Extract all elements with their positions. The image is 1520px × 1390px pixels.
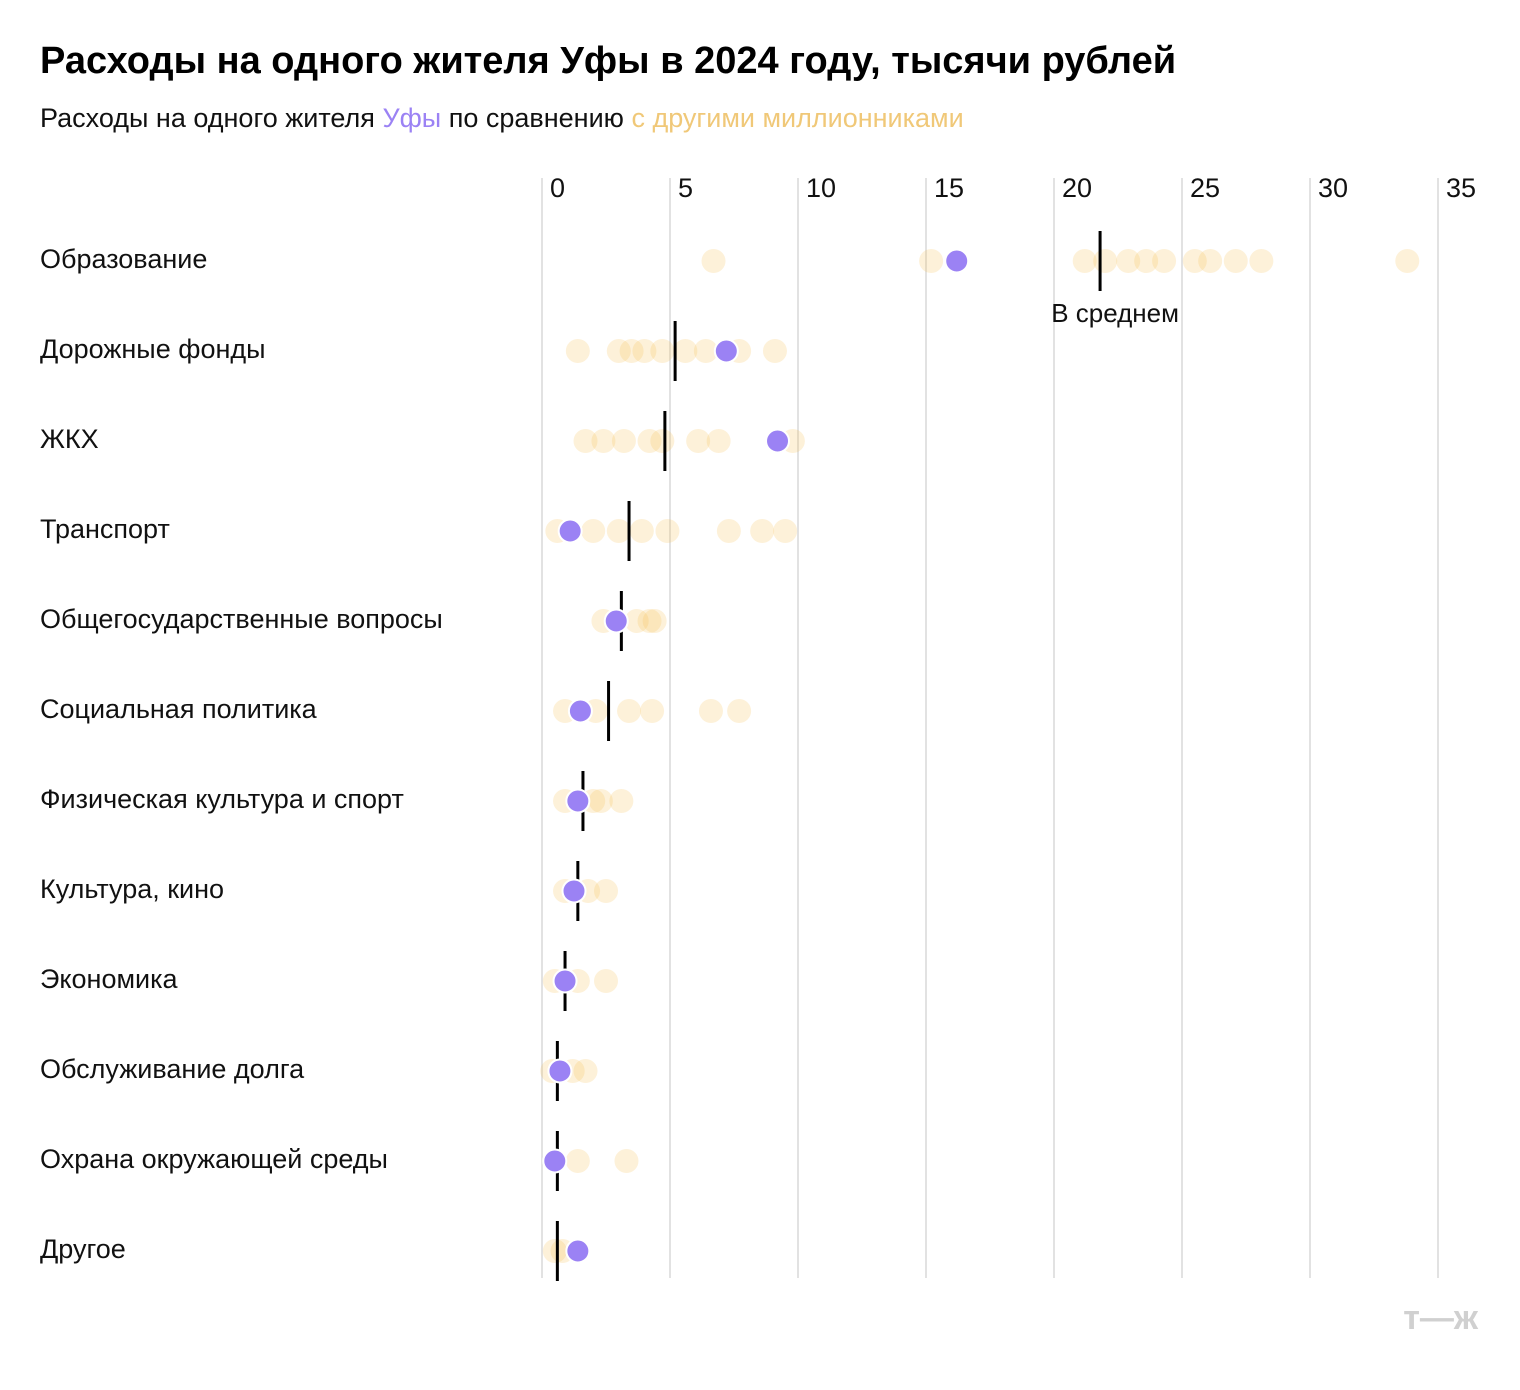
annotation: В среднем <box>1051 298 1179 328</box>
city-dot <box>673 339 698 363</box>
city-dot <box>1152 249 1177 273</box>
legend-entry: с другими миллионниками <box>631 103 964 133</box>
x-tick-label: 15 <box>934 173 964 203</box>
city-dot <box>650 339 675 363</box>
x-tick-label: 25 <box>1190 173 1220 203</box>
city-dot <box>617 699 642 723</box>
ufa-dot <box>944 248 970 274</box>
city-dot <box>650 429 675 453</box>
city-dot <box>624 609 649 633</box>
city-dot <box>609 789 634 813</box>
ufa-dot <box>765 428 791 454</box>
ufa-dot <box>552 968 578 994</box>
city-dot <box>614 1149 639 1173</box>
ufa-dot <box>603 608 629 634</box>
ufa-dot <box>565 1238 591 1264</box>
city-dot <box>632 339 657 363</box>
city-dot <box>637 609 662 633</box>
x-tick-label: 10 <box>806 173 836 203</box>
y-tick-label: Транспорт <box>40 514 170 544</box>
city-dot <box>701 249 726 273</box>
city-dot <box>594 879 618 903</box>
y-tick-label: Социальная политика <box>40 694 318 724</box>
logo: т—ж <box>1403 1299 1479 1337</box>
city-dot <box>716 519 741 543</box>
city-dot <box>642 609 667 633</box>
x-tick-label: 0 <box>550 173 565 203</box>
city-dot <box>706 429 731 453</box>
city-dot <box>686 429 711 453</box>
city-dot <box>606 339 631 363</box>
city-dot <box>573 429 598 453</box>
y-tick-label: Физическая культура и спорт <box>40 784 404 814</box>
ufa-dot <box>557 518 583 544</box>
city-dot <box>655 519 680 543</box>
x-tick-label: 20 <box>1062 173 1092 203</box>
city-dot <box>588 789 613 813</box>
y-tick-label: Образование <box>40 244 207 274</box>
ufa-dot <box>713 338 739 364</box>
subtitle-text: по сравнению <box>448 103 624 133</box>
city-dot <box>594 969 618 993</box>
y-tick-label: Обслуживание долга <box>40 1054 305 1084</box>
y-tick-label: Дорожные фонды <box>40 334 266 364</box>
ufa-dot <box>567 698 593 724</box>
x-tick-label: 30 <box>1318 173 1348 203</box>
city-dot <box>591 429 616 453</box>
city-dot <box>1223 249 1248 273</box>
y-tick-label: Охрана окружающей среды <box>40 1144 388 1174</box>
city-dot <box>606 519 631 543</box>
city-dot <box>1134 249 1159 273</box>
city-dot <box>542 1239 567 1263</box>
y-tick-label: Культура, кино <box>40 874 224 904</box>
city-dot <box>565 1149 590 1173</box>
city-dot <box>773 519 798 543</box>
chart-subtitle: Расходы на одного жителя Уфы по сравнени… <box>40 103 964 134</box>
city-dot <box>629 519 654 543</box>
city-dot <box>573 1059 598 1083</box>
chart-title: Расходы на одного жителя Уфы в 2024 году… <box>40 40 1177 82</box>
ufa-dot <box>561 878 587 904</box>
city-dot <box>1182 249 1207 273</box>
city-dot <box>1116 249 1141 273</box>
city-dot <box>640 699 665 723</box>
city-dot <box>762 339 787 363</box>
ufa-dot <box>542 1148 568 1174</box>
city-dot <box>1395 249 1420 273</box>
city-dot <box>611 429 636 453</box>
city-dot <box>637 429 662 453</box>
city-dot <box>581 519 606 543</box>
city-dot <box>565 339 590 363</box>
y-tick-label: Общегосударственные вопросы <box>40 604 443 634</box>
y-tick-label: Экономика <box>40 964 179 994</box>
ufa-dot <box>547 1058 573 1084</box>
y-tick-label: ЖКХ <box>40 424 99 454</box>
city-dot <box>750 519 775 543</box>
city-dot <box>1198 249 1223 273</box>
city-dot <box>1093 249 1118 273</box>
city-dot <box>698 699 723 723</box>
city-dot <box>1072 249 1097 273</box>
city-dot <box>619 339 644 363</box>
city-dot <box>693 339 718 363</box>
subtitle-text: Расходы на одного жителя <box>40 103 375 133</box>
x-tick-label: 5 <box>678 173 693 203</box>
y-tick-label: Другое <box>40 1234 126 1264</box>
city-dot <box>727 699 752 723</box>
ufa-dot <box>565 788 591 814</box>
legend-entry: Уфы <box>382 103 442 133</box>
x-tick-label: 35 <box>1446 173 1476 203</box>
city-dot <box>1249 249 1274 273</box>
city-dot <box>919 249 944 273</box>
